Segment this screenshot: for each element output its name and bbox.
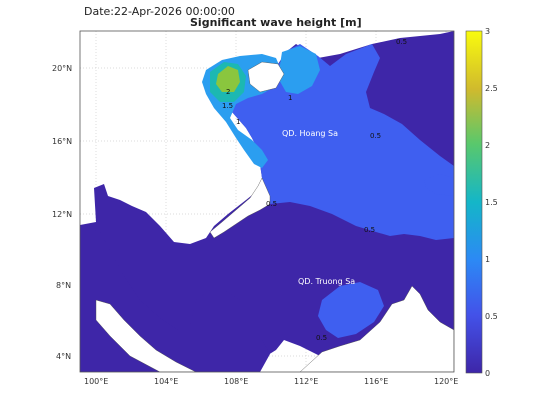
date-label: Date:22-Apr-2026 00:00:00: [84, 5, 235, 18]
contour-label-1-b: 1: [236, 118, 240, 126]
contour-label-0-5-borneo: 0.5: [316, 334, 327, 342]
colorbar-tick-1: 1: [485, 255, 490, 264]
contour-label-0-5-south: 0.5: [364, 226, 375, 234]
contour-label-2: 2: [226, 88, 230, 96]
sea-mid-wave-region: [220, 44, 454, 240]
contour-label-0-5-north: 0.5: [396, 38, 407, 46]
x-axis: 100°E 104°E 108°E 112°E 116°E 120°E: [84, 377, 458, 386]
colorbar-tick-1-5: 1.5: [485, 198, 498, 207]
hoang-sa-label: QD. Hoang Sa: [282, 129, 338, 138]
figure-title: Significant wave height [m]: [190, 16, 362, 29]
x-tick-108e: 108°E: [224, 377, 248, 386]
y-tick-20n: 20°N: [52, 64, 72, 73]
truong-sa-mid-wave-region: [318, 282, 384, 338]
x-tick-120e: 120°E: [434, 377, 458, 386]
truong-sa-label: QD. Truong Sa: [298, 277, 355, 286]
hainan-island: [247, 61, 285, 93]
hoang-sa-high-wave-region: [278, 46, 320, 94]
malay-peninsula: [95, 299, 197, 372]
borneo-land: [299, 285, 454, 372]
contour-label-1-5: 1.5: [222, 102, 233, 110]
y-tick-16n: 16°N: [52, 137, 72, 146]
colorbar-tick-0-5: 0.5: [485, 312, 498, 321]
y-tick-4n: 4°N: [56, 352, 71, 361]
south-vietnam-coast: [209, 177, 271, 239]
y-axis: 20°N 16°N 12°N 8°N 4°N: [52, 64, 72, 361]
x-tick-104e: 104°E: [154, 377, 178, 386]
contour-label-0-5-mid: 0.5: [370, 132, 381, 140]
luzon-mid-wave-region: [424, 174, 454, 196]
contour-label-0-5-coast: 0.5: [266, 200, 277, 208]
colorbar-tick-0: 0: [485, 369, 490, 378]
peak-wave-core: [216, 66, 240, 92]
y-tick-12n: 12°N: [52, 210, 72, 219]
map-frame: [79, 30, 455, 373]
contour-label-1: 1: [288, 94, 292, 102]
x-tick-116e: 116°E: [364, 377, 388, 386]
colorbar-tick-3: 3: [485, 27, 490, 36]
y-tick-8n: 8°N: [56, 281, 71, 290]
x-tick-112e: 112°E: [294, 377, 318, 386]
colorbar-ticks: 3 2.5 2 1.5 1 0.5 0: [485, 27, 498, 378]
x-tick-100e: 100°E: [84, 377, 108, 386]
colorbar: [465, 30, 483, 374]
colorbar-tick-2: 2: [485, 141, 490, 150]
colorbar-tick-2-5: 2.5: [485, 84, 498, 93]
